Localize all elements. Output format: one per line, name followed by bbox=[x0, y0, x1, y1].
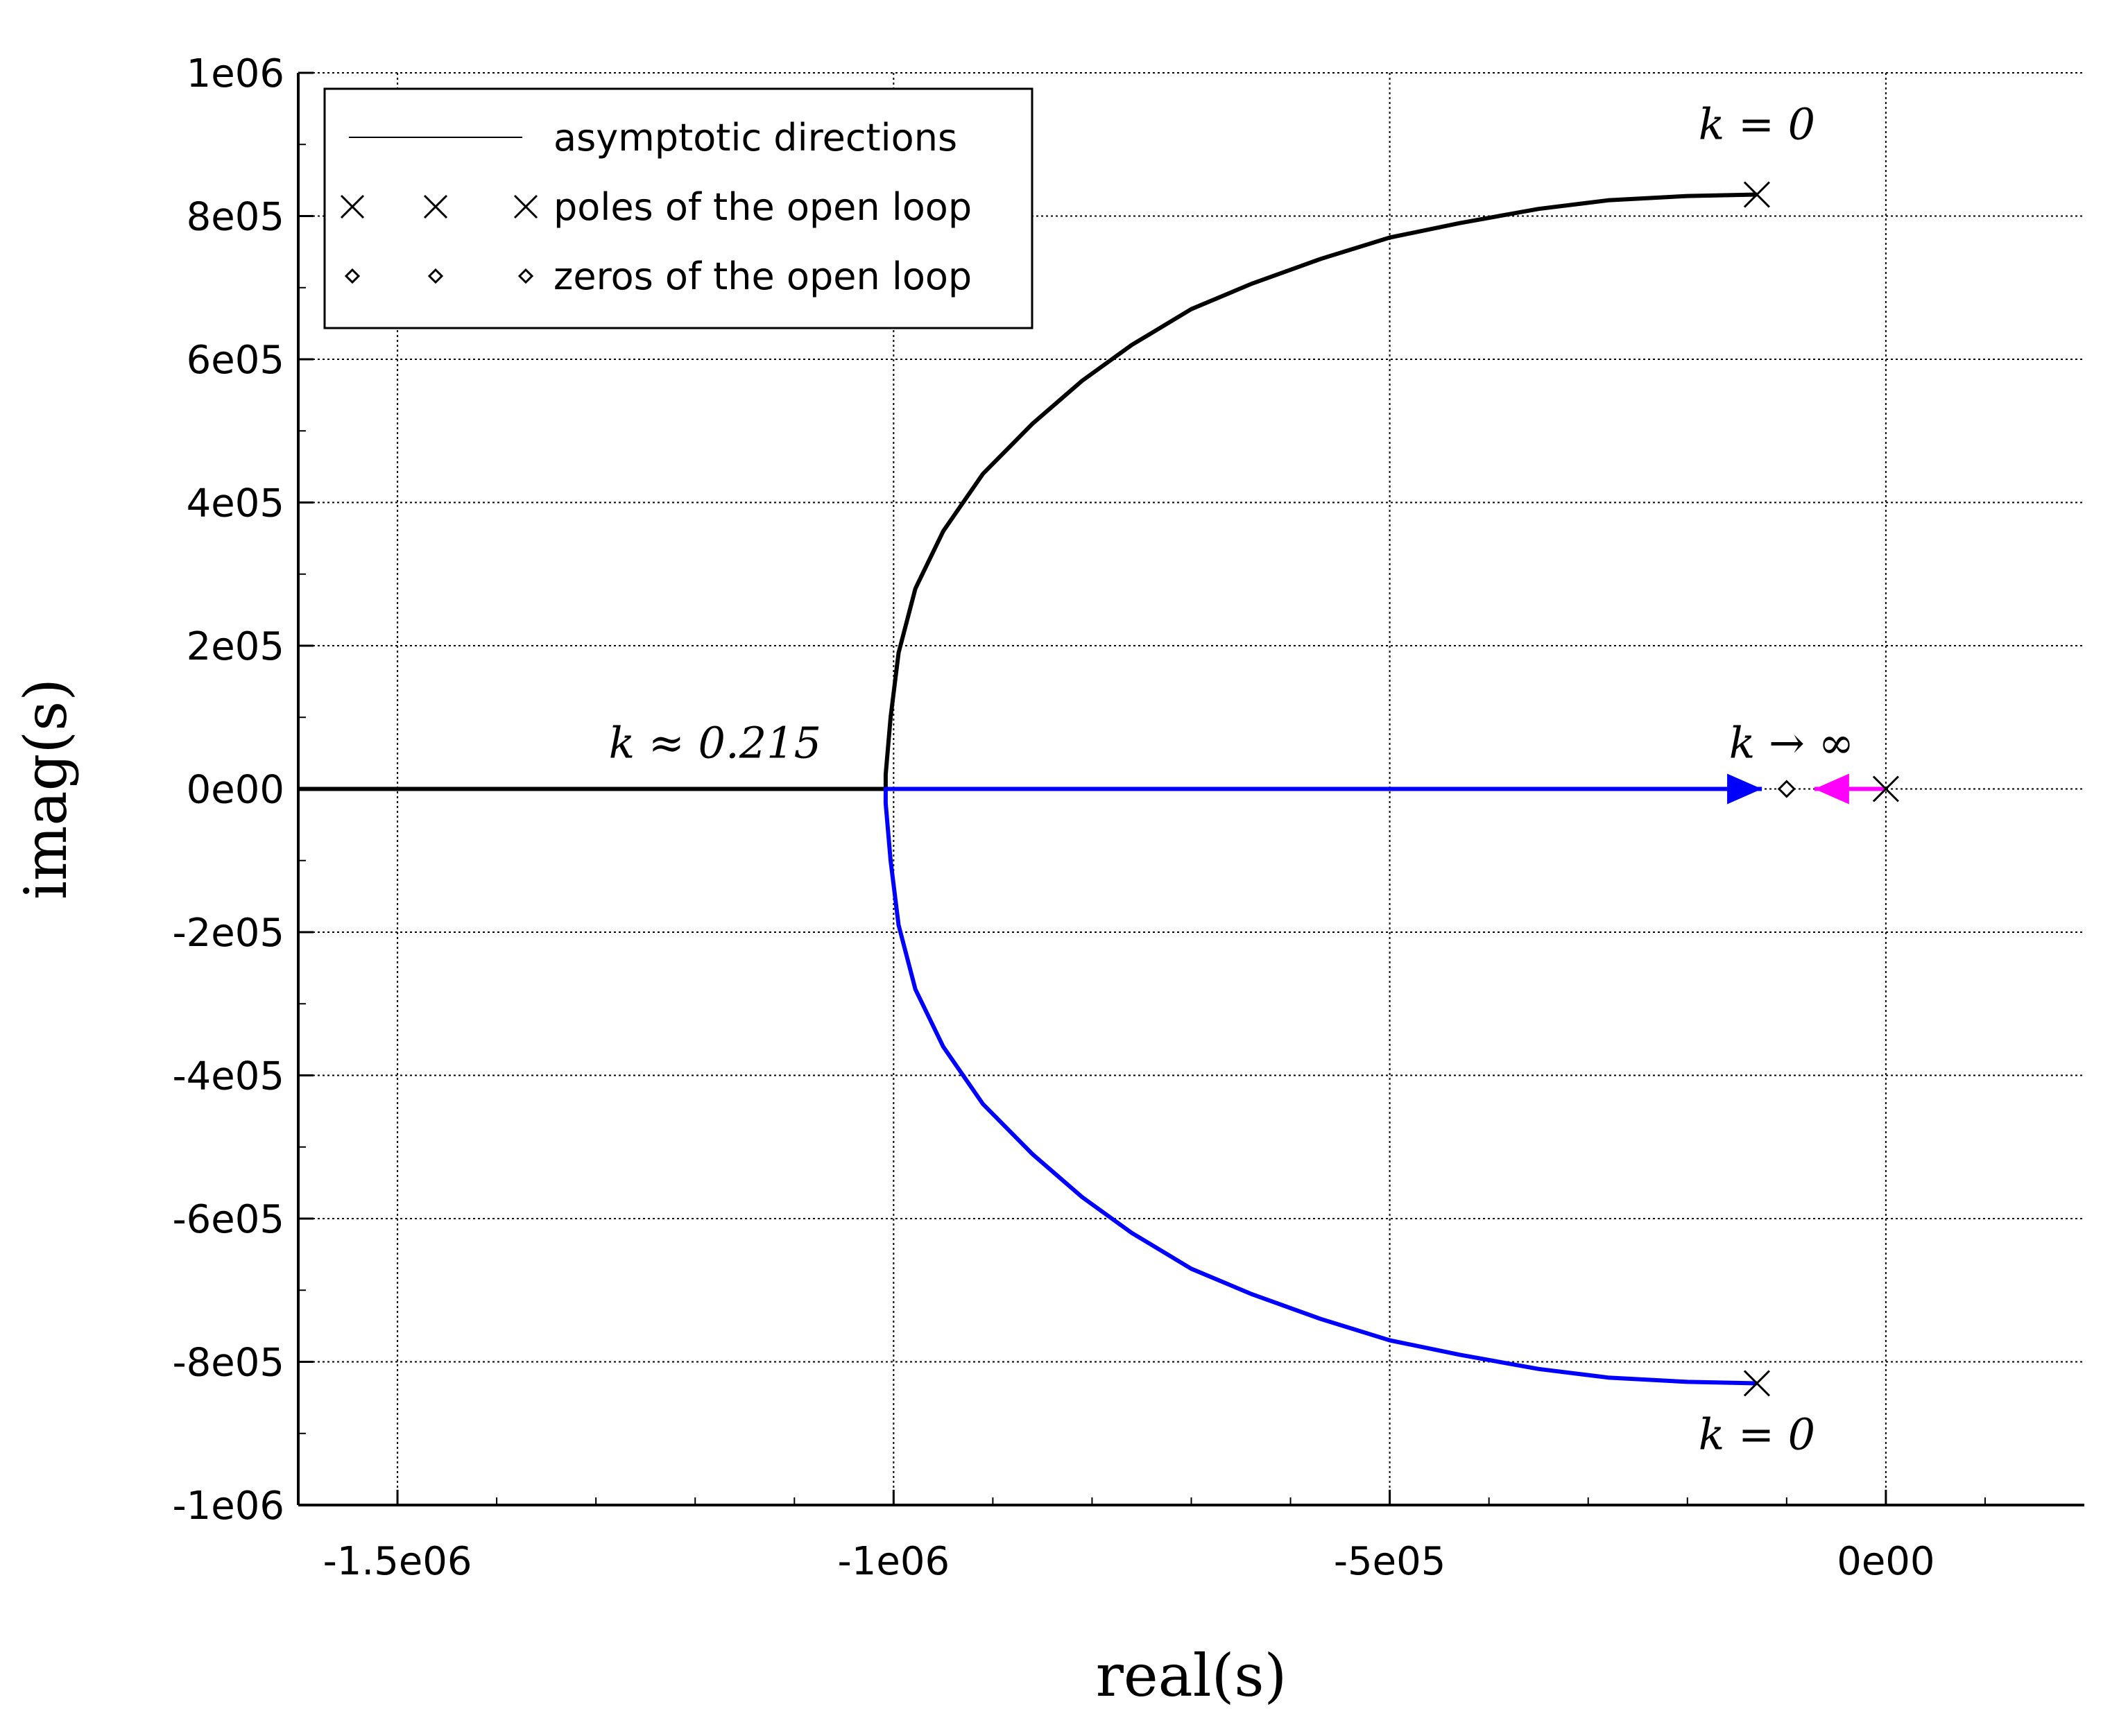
x-tick-label: -1e06 bbox=[838, 1539, 950, 1584]
legend-pole-sample bbox=[423, 194, 448, 219]
annotation-label: k = 0 bbox=[1699, 1409, 1815, 1459]
y-tick-label: 4e05 bbox=[187, 481, 284, 526]
legend: asymptotic directions poles of the open l… bbox=[323, 87, 1033, 329]
pole-stroke-b bbox=[423, 194, 448, 219]
y-axis-title: imag(s) bbox=[12, 678, 80, 900]
zero-marker bbox=[1777, 780, 1796, 798]
legend-box bbox=[323, 87, 1033, 329]
pole-marker bbox=[1743, 181, 1770, 208]
legend-zero-sample bbox=[517, 268, 534, 284]
y-tick-label: 6e05 bbox=[187, 338, 284, 383]
axes: -1.5e06 -1e06 -5e05 0e00 1e06 8e05 6e05 4e05 2e0… bbox=[172, 51, 2084, 1584]
y-tick-label: -1e06 bbox=[172, 1484, 284, 1529]
annotation-label: k ≈ 0.215 bbox=[609, 718, 821, 768]
arrowhead-3 bbox=[1814, 773, 1849, 805]
y-tick-label: -4e05 bbox=[172, 1054, 284, 1099]
legend-pole-sample bbox=[513, 194, 538, 219]
legend-zero-sample bbox=[344, 268, 361, 284]
y-tick-label: 8e05 bbox=[187, 195, 284, 240]
legend-label: asymptotic directions bbox=[554, 116, 957, 160]
y-tick-label: -8e05 bbox=[172, 1341, 284, 1386]
pole-stroke-b bbox=[1743, 181, 1770, 208]
y-tick-label: -6e05 bbox=[172, 1197, 284, 1242]
y-tick-label: -2e05 bbox=[172, 911, 284, 956]
arrowhead-2 bbox=[1727, 773, 1762, 805]
annotation-label: k = 0 bbox=[1699, 99, 1815, 150]
locus-branch-1 bbox=[298, 192, 1757, 791]
x-tick-label: 0e00 bbox=[1837, 1539, 1934, 1584]
y-tick-label: 1e06 bbox=[187, 51, 284, 96]
x-tick-label: -1.5e06 bbox=[323, 1539, 472, 1584]
pole-stroke-b bbox=[1743, 1370, 1770, 1397]
pole-stroke-b bbox=[513, 194, 538, 219]
y-tick-label: 2e05 bbox=[187, 624, 284, 669]
annotation-layer: k = 0 k = 0 k ≈ 0.215 k → ∞ bbox=[609, 99, 1855, 1460]
legend-zero-sample bbox=[427, 268, 444, 284]
marker-layer bbox=[1743, 181, 1899, 1397]
legend-label: zeros of the open loop bbox=[554, 255, 972, 298]
x-axis-title: real(s) bbox=[1096, 1642, 1287, 1710]
locus-branch-2 bbox=[883, 787, 1762, 1386]
series-layer bbox=[298, 192, 1886, 1386]
pole-stroke-b bbox=[340, 194, 365, 219]
legend-pole-sample bbox=[340, 194, 365, 219]
pole-marker bbox=[1872, 775, 1899, 802]
pole-stroke-b bbox=[1872, 775, 1899, 802]
x-tick-label: -5e05 bbox=[1334, 1539, 1446, 1584]
pole-marker bbox=[1743, 1370, 1770, 1397]
legend-label: poles of the open loop bbox=[554, 185, 972, 229]
y-tick-label: 0e00 bbox=[187, 768, 284, 813]
annotation-label: k → ∞ bbox=[1729, 718, 1855, 768]
